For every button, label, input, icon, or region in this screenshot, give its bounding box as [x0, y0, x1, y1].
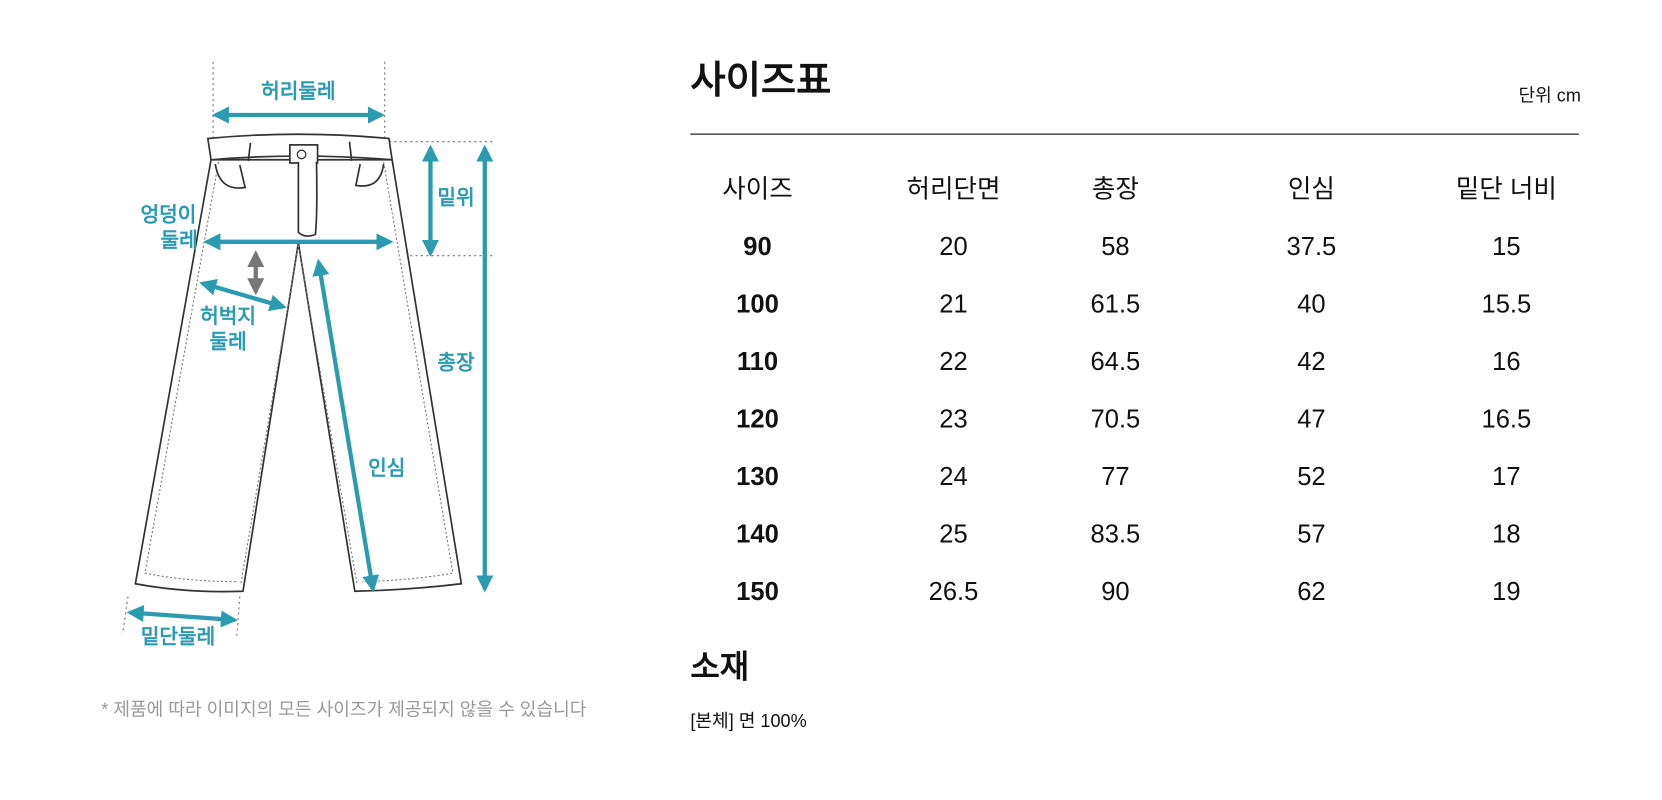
table-cell: 26.5 — [929, 578, 979, 606]
table-cell: 20 — [939, 233, 967, 261]
inseam-label: 인심 — [368, 457, 405, 480]
table-cell: 21 — [939, 290, 967, 318]
table-cell: 15 — [1492, 233, 1520, 261]
column-header: 사이즈 — [722, 175, 793, 203]
length-label: 총장 — [437, 352, 475, 375]
hip-label: 엉덩이 — [141, 204, 197, 227]
thigh-label: 둘레 — [209, 330, 246, 353]
size-cell: 140 — [736, 521, 779, 549]
table-cell: 18 — [1492, 521, 1520, 549]
table-title: 사이즈표 — [690, 59, 831, 102]
column-header: 밑단 너비 — [1456, 175, 1557, 203]
table-cell: 90 — [1101, 578, 1129, 606]
table-cell: 40 — [1297, 290, 1325, 318]
table-cell: 16 — [1492, 348, 1520, 376]
column-header: 인심 — [1288, 175, 1335, 203]
waist-label: 허리둘레 — [261, 80, 335, 103]
size-cell: 150 — [736, 578, 779, 606]
table-cell: 61.5 — [1091, 290, 1141, 318]
size-cell: 120 — [736, 406, 779, 434]
material-title: 소재 — [690, 648, 749, 684]
size-cell: 130 — [736, 463, 779, 491]
hip-label: 둘레 — [160, 229, 197, 252]
pants-illustration — [121, 61, 496, 640]
table-cell: 58 — [1101, 233, 1129, 261]
material-text: [본체] 면 100% — [690, 711, 806, 731]
table-cell: 42 — [1297, 348, 1325, 376]
table-cell: 70.5 — [1091, 406, 1141, 434]
table-cell: 23 — [939, 406, 967, 434]
table-cell: 62 — [1297, 578, 1325, 606]
table-cell: 24 — [939, 463, 967, 491]
table-cell: 57 — [1297, 521, 1325, 549]
table-cell: 19 — [1492, 578, 1520, 606]
size-table: 사이즈 허리단면 총장 인심 밑단 너비 90 20 58 37.5 15 100 21 61.5 40 1… — [722, 175, 1557, 606]
note: * 제품에 따라 이미지의 모든 사이즈가 제공되지 않을 수 있습니다 — [101, 699, 586, 719]
table-cell: 15.5 — [1481, 290, 1531, 318]
size-cell: 100 — [736, 290, 779, 318]
table-cell: 16.5 — [1481, 406, 1531, 434]
column-header: 총장 — [1092, 175, 1139, 203]
table-cell: 37.5 — [1287, 233, 1337, 261]
unit: 단위 cm — [1518, 86, 1580, 106]
table-cell: 17 — [1492, 463, 1520, 491]
table-cell: 47 — [1297, 406, 1325, 434]
table-cell: 83.5 — [1091, 521, 1141, 549]
size-cell: 90 — [743, 233, 771, 261]
hem-label: 밑단둘레 — [141, 625, 215, 648]
size-cell: 110 — [737, 348, 778, 376]
table-cell: 77 — [1101, 463, 1129, 491]
table-cell: 25 — [939, 521, 967, 549]
measure-arrows — [126, 106, 494, 628]
column-header: 허리단면 — [906, 175, 1000, 203]
thigh-label: 허벅지 — [200, 305, 256, 328]
rise-label: 밑위 — [437, 187, 474, 210]
table-cell: 22 — [939, 348, 967, 376]
table-cell: 52 — [1297, 463, 1325, 491]
table-cell: 64.5 — [1091, 348, 1141, 376]
